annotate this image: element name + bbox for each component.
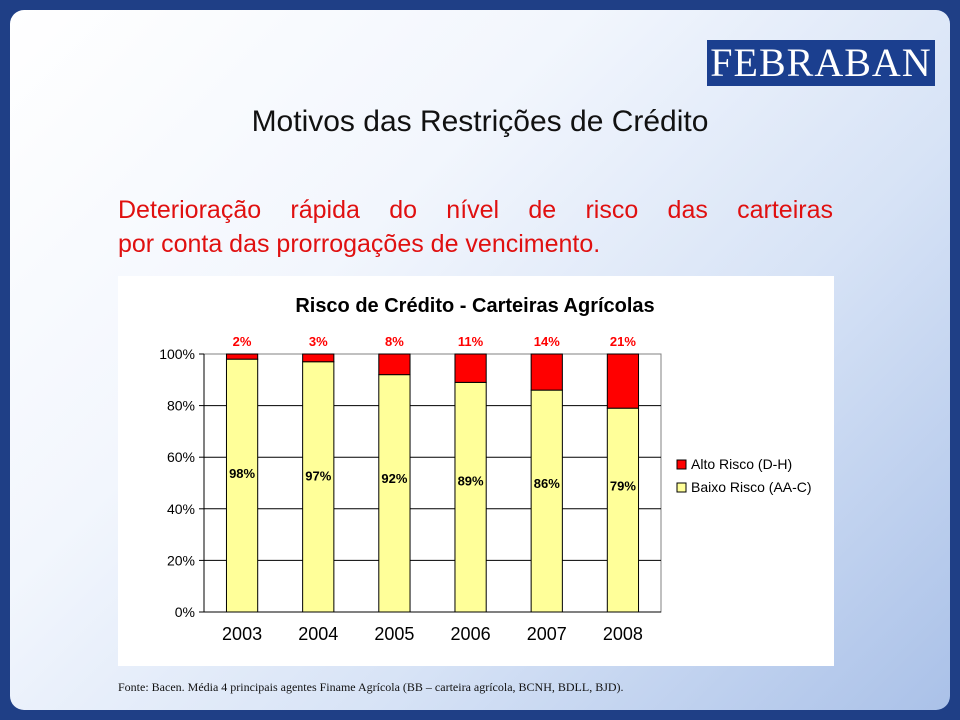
data-label-alto-risco: 2%	[233, 334, 252, 349]
plot-frame	[203, 353, 662, 613]
page-title: Motivos das Restrições de Crédito	[251, 105, 709, 138]
subtitle-line-2: por conta das prorrogações de vencimento…	[118, 230, 601, 258]
bar-baixo-risco-2005	[378, 374, 411, 613]
bar-alto-risco-2006	[454, 353, 487, 383]
data-label-baixo-risco: 79%	[610, 478, 636, 493]
legend-swatch	[676, 459, 687, 470]
legend-label: Alto Risco (D-H)	[691, 456, 792, 472]
x-tick-label: 2007	[527, 624, 567, 644]
bar-alto-risco-2004	[302, 353, 335, 363]
source-note: Fonte: Bacen. Média 4 principais agentes…	[118, 680, 624, 694]
data-label-alto-risco: 14%	[534, 334, 560, 349]
data-label-baixo-risco: 89%	[458, 473, 484, 488]
data-label-alto-risco: 3%	[309, 334, 328, 349]
bar-baixo-risco-2008	[606, 407, 640, 613]
x-tick-label: 2004	[298, 624, 338, 644]
y-tick-label: 100%	[159, 346, 195, 362]
bar-baixo-risco-2006	[454, 381, 487, 613]
legend-swatch	[676, 482, 687, 493]
bar-alto-risco-2003	[225, 353, 259, 360]
plot-area: 0% 20% 40% 60% 80% 100% 2% 98% 2003 3% 97% 2004 8% 92…	[159, 334, 662, 644]
x-tick-label: 2005	[374, 624, 414, 644]
y-tick-label: 40%	[167, 501, 195, 517]
bar-baixo-risco-2003	[225, 358, 259, 613]
x-tick-label: 2008	[603, 624, 643, 644]
data-label-alto-risco: 21%	[610, 334, 636, 349]
bar-baixo-risco-2004	[302, 361, 335, 613]
subtitle-line-1: Deterioração rápida do nível de risco da…	[118, 196, 833, 224]
data-label-alto-risco: 8%	[385, 334, 404, 349]
chart-legend: Alto Risco (D-H) Baixo Risco (AA-C)	[676, 456, 812, 495]
febraban-logo: FEBRABAN	[707, 40, 935, 86]
data-label-baixo-risco: 97%	[305, 468, 331, 483]
y-tick-label: 60%	[167, 449, 195, 465]
x-tick-label: 2003	[222, 624, 262, 644]
data-label-baixo-risco: 98%	[229, 466, 255, 481]
chart-panel: Risco de Crédito - Carteiras Agrícolas 0…	[118, 276, 834, 666]
y-tick-label: 0%	[175, 604, 195, 620]
data-label-baixo-risco: 92%	[381, 471, 407, 486]
y-tick-label: 20%	[167, 552, 195, 568]
logo-text: FEBRABAN	[710, 40, 932, 85]
bar-alto-risco-2008	[606, 353, 640, 409]
subtitle: Deterioração rápida do nível de risco da…	[118, 193, 833, 261]
x-tick-label: 2006	[451, 624, 491, 644]
chart-title: Risco de Crédito - Carteiras Agrícolas	[295, 295, 654, 317]
legend-label: Baixo Risco (AA-C)	[691, 479, 812, 495]
data-label-baixo-risco: 86%	[534, 476, 560, 491]
data-label-alto-risco: 11%	[458, 334, 484, 349]
credit-risk-chart: Risco de Crédito - Carteiras Agrícolas 0…	[159, 295, 812, 644]
bar-alto-risco-2007	[530, 353, 563, 391]
bar-alto-risco-2005	[378, 353, 411, 376]
bar-baixo-risco-2007	[530, 389, 563, 613]
y-tick-label: 80%	[167, 398, 195, 414]
